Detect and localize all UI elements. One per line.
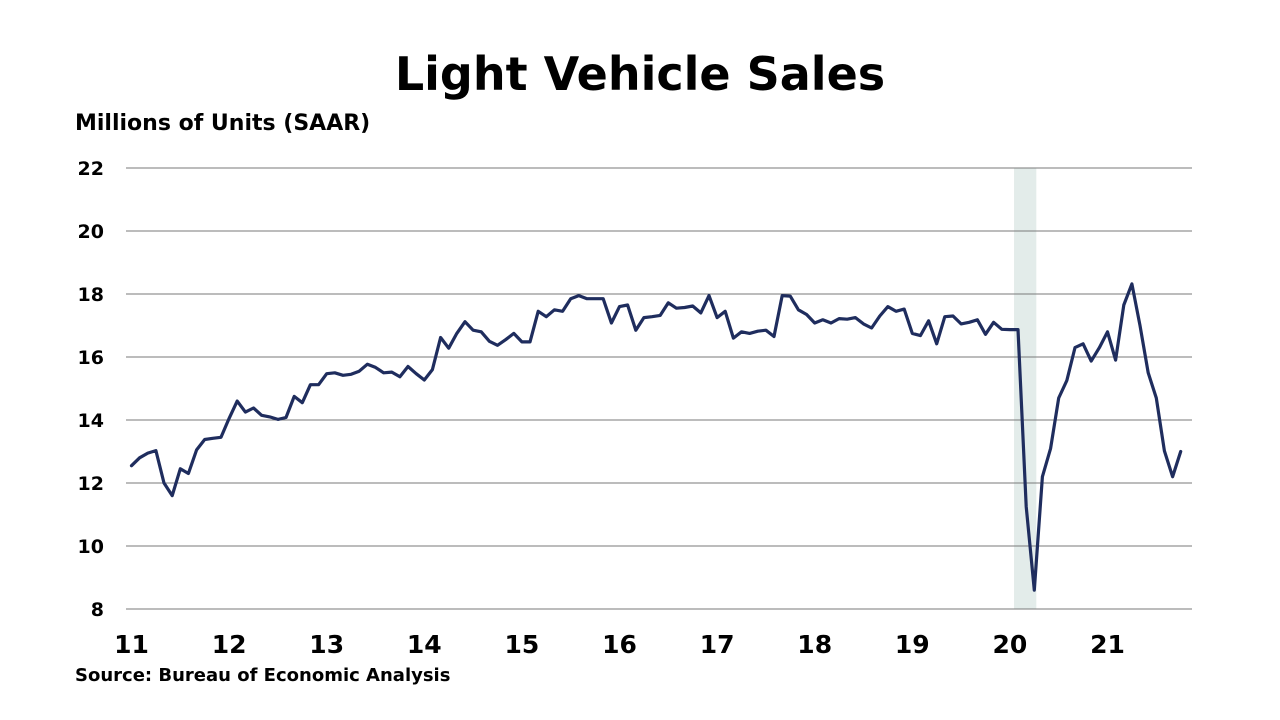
x-tick-label: 21 [1090, 630, 1125, 659]
y-tick-label: 10 [78, 536, 104, 558]
y-tick-label: 18 [78, 284, 104, 306]
series-layer [129, 282, 1183, 592]
x-axis-ticks: 11 12 13 14 15 16 17 18 19 20 21 [114, 630, 1125, 659]
source-note: Source: Bureau of Economic Analysis [75, 665, 451, 686]
y-tick-label: 12 [78, 473, 104, 495]
chart-title: Light Vehicle Sales [394, 47, 886, 101]
series-line-0 [129, 282, 1183, 592]
recession-shading-layer [1014, 168, 1037, 609]
y-tick-label: 14 [78, 410, 104, 432]
y-tick-label: 8 [91, 599, 104, 621]
recession-shading [1014, 168, 1037, 609]
x-tick-label: 11 [114, 630, 149, 659]
y-tick-label: 20 [78, 221, 104, 243]
x-tick-label: 12 [212, 630, 247, 659]
x-tick-label: 15 [505, 630, 540, 659]
gridlines [126, 167, 1192, 610]
x-tick-label: 18 [797, 630, 832, 659]
x-tick-label: 20 [993, 630, 1028, 659]
x-tick-label: 16 [602, 630, 637, 659]
x-tick-label: 19 [895, 630, 930, 659]
x-tick-label: 13 [309, 630, 344, 659]
y-axis-label: Millions of Units (SAAR) [75, 111, 371, 136]
y-axis-ticks: 8 10 12 14 16 18 20 22 [78, 158, 104, 621]
x-tick-label: 14 [407, 630, 442, 659]
y-tick-label: 16 [78, 347, 104, 369]
x-tick-label: 17 [700, 630, 735, 659]
y-tick-label: 22 [78, 158, 104, 180]
